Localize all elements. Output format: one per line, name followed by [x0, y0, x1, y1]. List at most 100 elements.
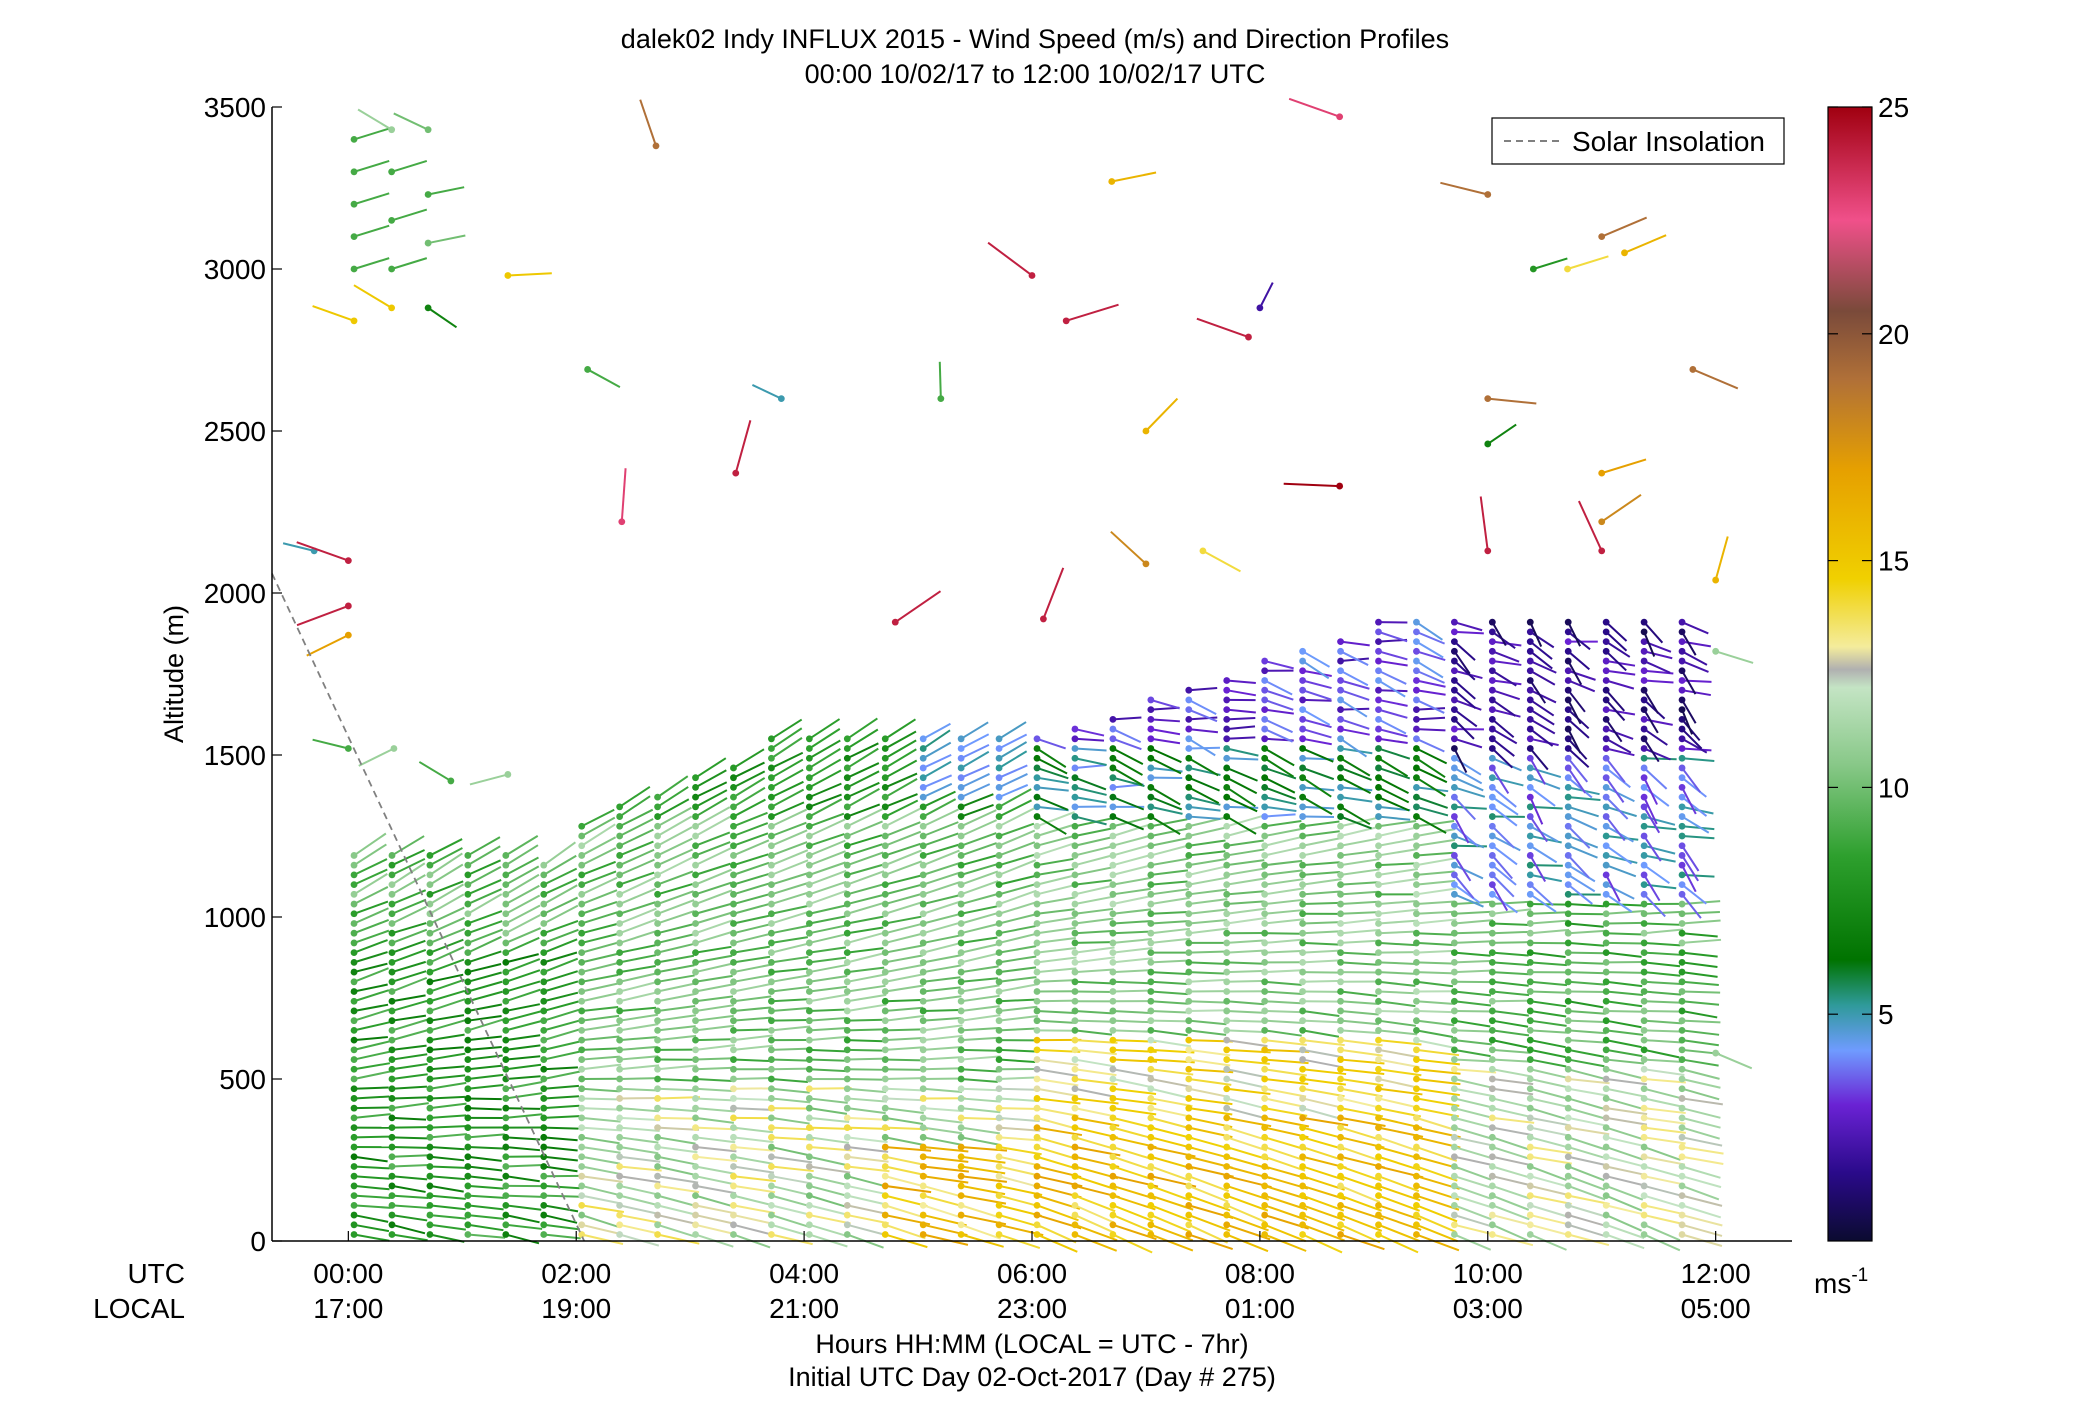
wind-barb-dot	[1602, 1153, 1610, 1161]
wind-barb-dot	[1261, 725, 1269, 733]
wind-barb-shaft	[733, 932, 771, 944]
wind-barb-shaft	[1644, 951, 1681, 956]
wind-barb-shaft	[1378, 1175, 1420, 1193]
wind-barb-dot	[447, 777, 455, 785]
wind-barb-dot	[1640, 1211, 1648, 1219]
wind-barb-shaft	[1302, 846, 1342, 857]
wind-barb-shaft	[847, 984, 886, 993]
wind-barb-shaft	[1264, 878, 1304, 886]
wind-barb-shaft	[733, 761, 765, 779]
wind-barb-shaft	[429, 989, 465, 1003]
wind-barb-shaft	[619, 901, 656, 915]
wind-barb-shaft	[581, 808, 615, 828]
wind-barb-shaft	[1492, 1039, 1528, 1049]
wind-barb-shaft	[1415, 815, 1447, 834]
wind-barb-shaft	[543, 991, 579, 1003]
wind-barb-dot	[1261, 1231, 1269, 1238]
wind-barb-shaft	[1605, 1126, 1644, 1141]
wind-barb-dot	[692, 784, 699, 791]
wind-barb-dot	[1223, 1046, 1231, 1054]
wind-barb-dot	[1526, 871, 1534, 879]
wind-barb-shaft	[694, 757, 727, 779]
wind-barb-dot	[540, 881, 548, 888]
wind-barb-dot	[1450, 638, 1458, 645]
wind-barb-shaft	[505, 958, 541, 974]
wind-barb-dot	[388, 1085, 396, 1093]
wind-barb-shaft	[353, 1155, 388, 1163]
wind-barb-dot	[843, 842, 851, 850]
wind-barb-dot	[1602, 968, 1610, 976]
wind-barb-dot	[957, 978, 965, 986]
wind-barb-shaft	[1643, 1194, 1684, 1209]
wind-barb-shaft	[1530, 1184, 1571, 1197]
wind-barb-dot	[502, 978, 510, 986]
wind-barb-shaft	[1454, 1087, 1495, 1098]
wind-barb-dot	[1337, 1114, 1344, 1122]
wind-barb-dot	[692, 1036, 699, 1044]
wind-barb-shaft	[1681, 854, 1699, 882]
wind-barb-shaft	[1378, 1068, 1422, 1077]
wind-barb-dot	[1299, 852, 1307, 859]
wind-barb-shaft	[505, 1204, 542, 1211]
wind-barb-dot	[1450, 1172, 1458, 1180]
wind-barb-shaft	[1378, 708, 1408, 719]
wind-barb-shaft	[1302, 820, 1340, 828]
wind-barb-shaft	[1150, 920, 1189, 925]
wind-barb-dot	[881, 890, 889, 898]
wind-barb-dot	[1185, 1143, 1193, 1151]
wind-barb-shaft	[809, 869, 847, 886]
wind-barb-dot	[540, 1036, 548, 1044]
wind-barb-dot	[692, 1085, 699, 1093]
wind-barb-shaft	[1074, 1204, 1115, 1224]
wind-barb-shaft	[1302, 870, 1341, 876]
wind-barb-shaft	[543, 1028, 580, 1042]
wind-barb-shaft	[1530, 1048, 1566, 1059]
wind-barb-shaft	[391, 960, 427, 974]
wind-barb-shaft	[1644, 1058, 1683, 1064]
wind-barb-shaft	[1378, 1184, 1421, 1202]
wind-barb-dot	[1413, 988, 1420, 995]
wind-barb-dot	[578, 1036, 586, 1044]
wind-barb-shaft	[1601, 216, 1648, 238]
wind-barb-dot	[730, 1114, 737, 1122]
wind-barb-shaft	[1074, 764, 1106, 769]
wind-barb-shaft	[809, 1068, 847, 1073]
wind-barb-dot	[426, 920, 434, 927]
wind-barb-shaft	[1454, 1126, 1493, 1140]
wind-barb-dot	[1261, 1017, 1269, 1025]
wind-barb-dot	[1071, 1104, 1079, 1112]
wind-barb-shaft	[429, 946, 465, 964]
wind-barb-dot	[1108, 178, 1116, 185]
wind-barb-dot	[1602, 618, 1610, 626]
wind-barb-dot	[1337, 852, 1344, 859]
wind-barb-shaft	[581, 923, 618, 935]
wind-barb-shaft	[1415, 621, 1443, 641]
wind-barb-shaft	[1378, 1155, 1421, 1171]
wind-barb-dot	[957, 1075, 965, 1083]
wind-barb-dot	[1071, 1163, 1079, 1170]
wind-barb-shaft	[1302, 1009, 1340, 1017]
wind-barb-shaft	[998, 1175, 1040, 1189]
wind-barb-shaft	[1530, 1068, 1569, 1080]
wind-barb-shaft	[1036, 857, 1074, 867]
wind-barb-shaft	[922, 782, 953, 799]
wind-barb-shaft	[581, 1087, 620, 1093]
wind-barb-dot	[1413, 1221, 1420, 1229]
wind-barb-dot	[1564, 832, 1572, 840]
wind-barb-shaft	[1681, 757, 1715, 762]
wind-barb-dot	[1678, 1046, 1686, 1054]
wind-barb-dot	[1033, 1221, 1041, 1229]
wind-barb-dot	[1488, 1104, 1496, 1112]
wind-barb-dot	[1261, 793, 1269, 801]
wind-barb-dot	[1071, 1075, 1079, 1083]
wind-barb-dot	[1185, 881, 1193, 888]
wind-barb-shaft	[1454, 1214, 1494, 1228]
wind-barb-shaft	[543, 878, 578, 896]
wind-barb-shaft	[1036, 1233, 1078, 1253]
wind-barb-shaft	[391, 1154, 430, 1158]
wind-barb-shaft	[467, 1018, 504, 1032]
wind-barb-dot	[388, 1163, 396, 1170]
wind-barb-dot	[692, 1007, 699, 1015]
wind-barb-shaft	[1568, 1009, 1606, 1015]
wind-barb-shaft	[1454, 1184, 1493, 1200]
